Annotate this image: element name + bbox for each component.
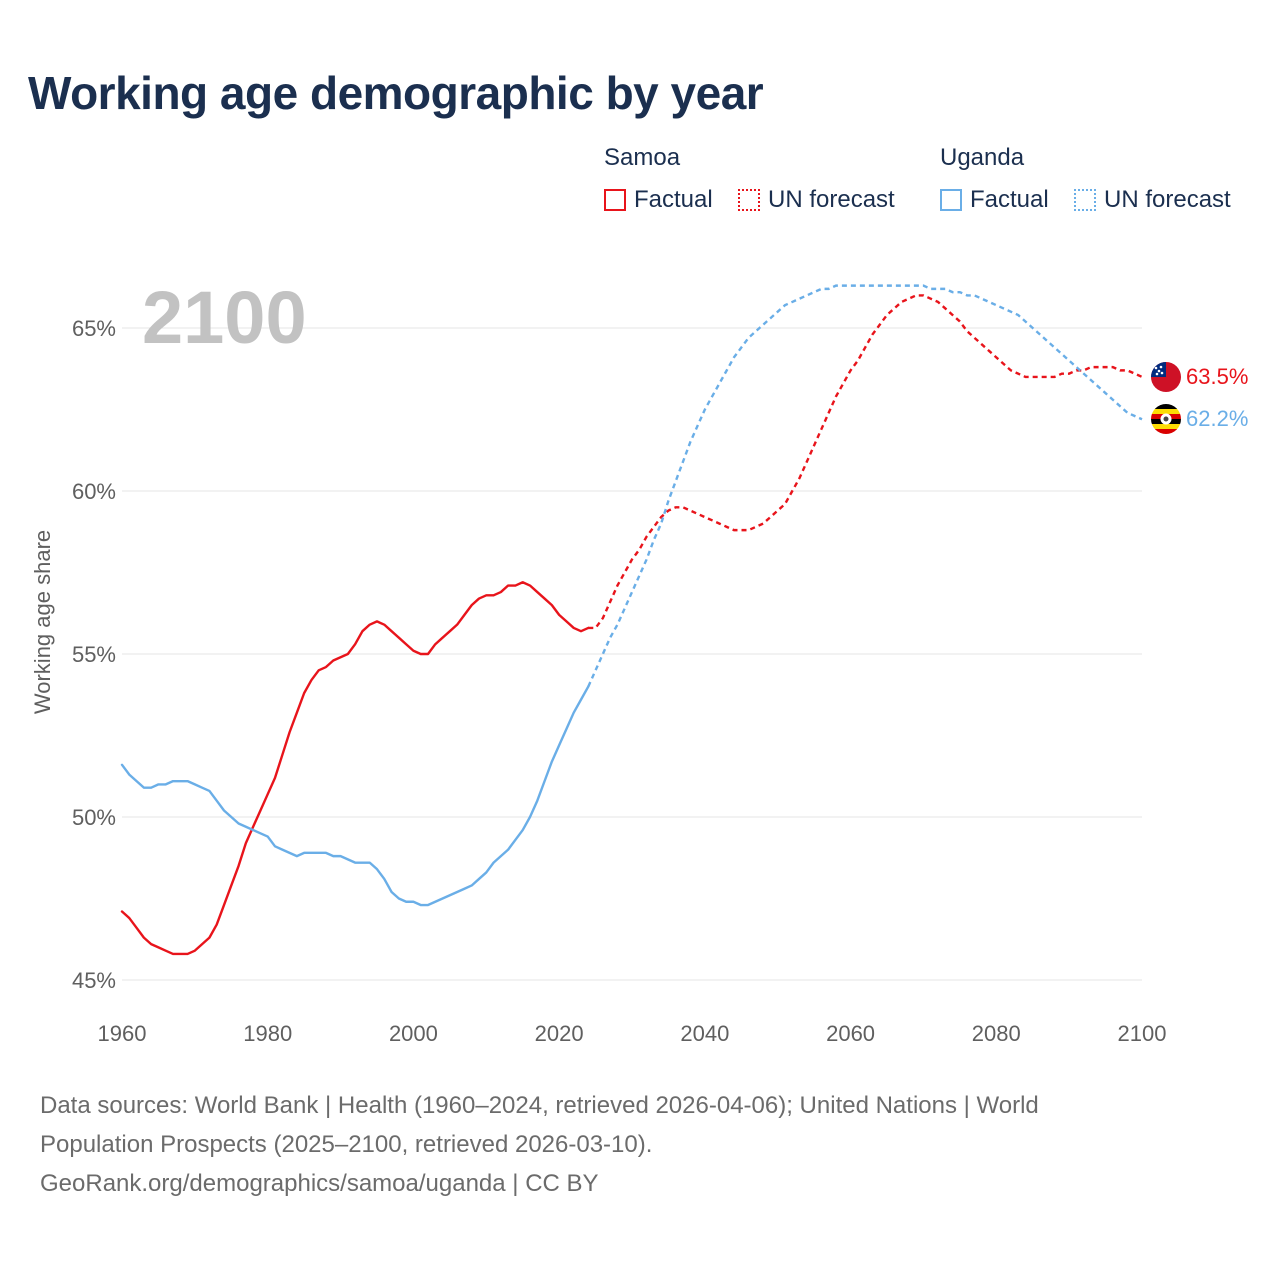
chart-title: Working age demographic by year: [28, 67, 764, 119]
x-tick-label: 2080: [972, 1021, 1021, 1046]
y-axis-label: Working age share: [30, 530, 55, 714]
x-tick-label: 1980: [243, 1021, 292, 1046]
uganda-end-value-label: 62.2%: [1186, 406, 1248, 431]
legend-group-name: Samoa: [604, 144, 681, 171]
x-tick-label: 2100: [1118, 1021, 1167, 1046]
y-tick-label: 55%: [72, 642, 116, 667]
legend-swatch-solid: [940, 189, 962, 211]
legend-label: Factual: [970, 186, 1049, 213]
x-tick-label: 2060: [826, 1021, 875, 1046]
legend-swatch-dotted: [738, 189, 760, 211]
legend-group-samoa: Samoa Factual UN forecast: [604, 144, 924, 224]
legend-item-samoa-factual[interactable]: Factual: [604, 186, 713, 214]
legend-item-uganda-forecast[interactable]: UN forecast: [1074, 186, 1231, 214]
footer-source-note: Data sources: World Bank | Health (1960–…: [40, 1086, 1240, 1203]
y-tick-label: 45%: [72, 968, 116, 993]
uganda-factual-line: [120, 685, 590, 907]
uganda-flag-icon: [1151, 404, 1181, 434]
y-tick-label: 65%: [72, 316, 116, 341]
samoa-factual-line: [120, 581, 590, 956]
footer-line: Population Prospects (2025–2100, retriev…: [40, 1131, 653, 1158]
current-year-label: 2100: [142, 276, 307, 359]
y-tick-label: 60%: [72, 479, 116, 504]
line-chart: 2100 Working age share 45% 50% 55% 60% 65% 19…: [30, 276, 1248, 1046]
legend-label: UN forecast: [768, 186, 895, 213]
legend-label: UN forecast: [1104, 186, 1231, 213]
x-tick-label: 2000: [389, 1021, 438, 1046]
x-tick-label: 2020: [535, 1021, 584, 1046]
legend-group-name: Uganda: [940, 144, 1025, 171]
samoa-flag-icon: [1151, 362, 1181, 392]
x-tick-label: 1960: [98, 1021, 147, 1046]
y-tick-label: 50%: [72, 805, 116, 830]
samoa-end-value-label: 63.5%: [1186, 364, 1248, 389]
legend-group-uganda: Uganda Factual UN forecast: [940, 144, 1260, 224]
samoa-forecast-line: [588, 294, 1143, 630]
uganda-forecast-line: [587, 284, 1143, 688]
footer-line: Data sources: World Bank | Health (1960–…: [40, 1092, 1039, 1119]
legend-item-uganda-factual[interactable]: Factual: [940, 186, 1049, 214]
footer-line: GeoRank.org/demographics/samoa/uganda | …: [40, 1170, 599, 1197]
legend-label: Factual: [634, 186, 713, 213]
legend-item-samoa-forecast[interactable]: UN forecast: [738, 186, 895, 214]
x-tick-label: 2040: [680, 1021, 729, 1046]
legend-swatch-solid: [604, 189, 626, 211]
legend-swatch-dotted: [1074, 189, 1096, 211]
